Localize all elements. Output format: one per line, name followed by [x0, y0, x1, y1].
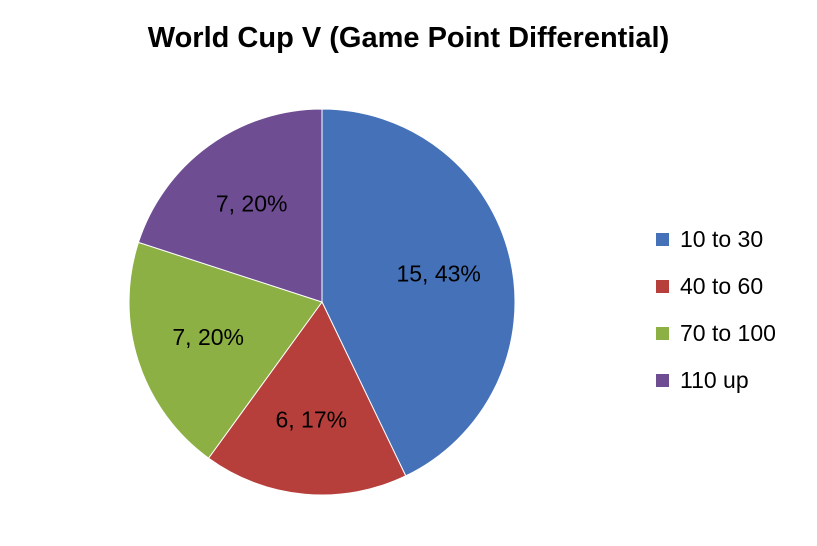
legend-label: 110 up: [680, 367, 749, 393]
legend-swatch: [656, 327, 669, 340]
legend-item-10-to-30: 10 to 30: [656, 216, 776, 263]
legend-swatch: [656, 233, 669, 246]
pie-slice-2: [128, 241, 323, 459]
legend-item-110-up: 110 up: [656, 357, 776, 404]
legend: 10 to 30 40 to 60 70 to 100 110 up: [656, 216, 776, 404]
pie-slice-1: [207, 301, 407, 496]
legend-item-70-to-100: 70 to 100: [656, 310, 776, 357]
legend-item-40-to-60: 40 to 60: [656, 263, 776, 310]
legend-swatch: [656, 280, 669, 293]
legend-label: 40 to 60: [680, 273, 764, 299]
legend-label: 70 to 100: [680, 320, 776, 346]
chart-title: World Cup V (Game Point Differential): [147, 22, 670, 54]
legend-label: 10 to 30: [680, 226, 764, 252]
pie-slice-label-0: 15, 43%: [396, 260, 480, 286]
legend-swatch: [656, 374, 669, 387]
pie-slice-label-3: 7, 20%: [216, 190, 288, 216]
pie-slice-label-2: 7, 20%: [172, 324, 244, 350]
pie-slice-label-1: 6, 17%: [275, 406, 347, 432]
pie-slice-0: [321, 108, 516, 477]
pie-slice-3: [137, 108, 323, 303]
